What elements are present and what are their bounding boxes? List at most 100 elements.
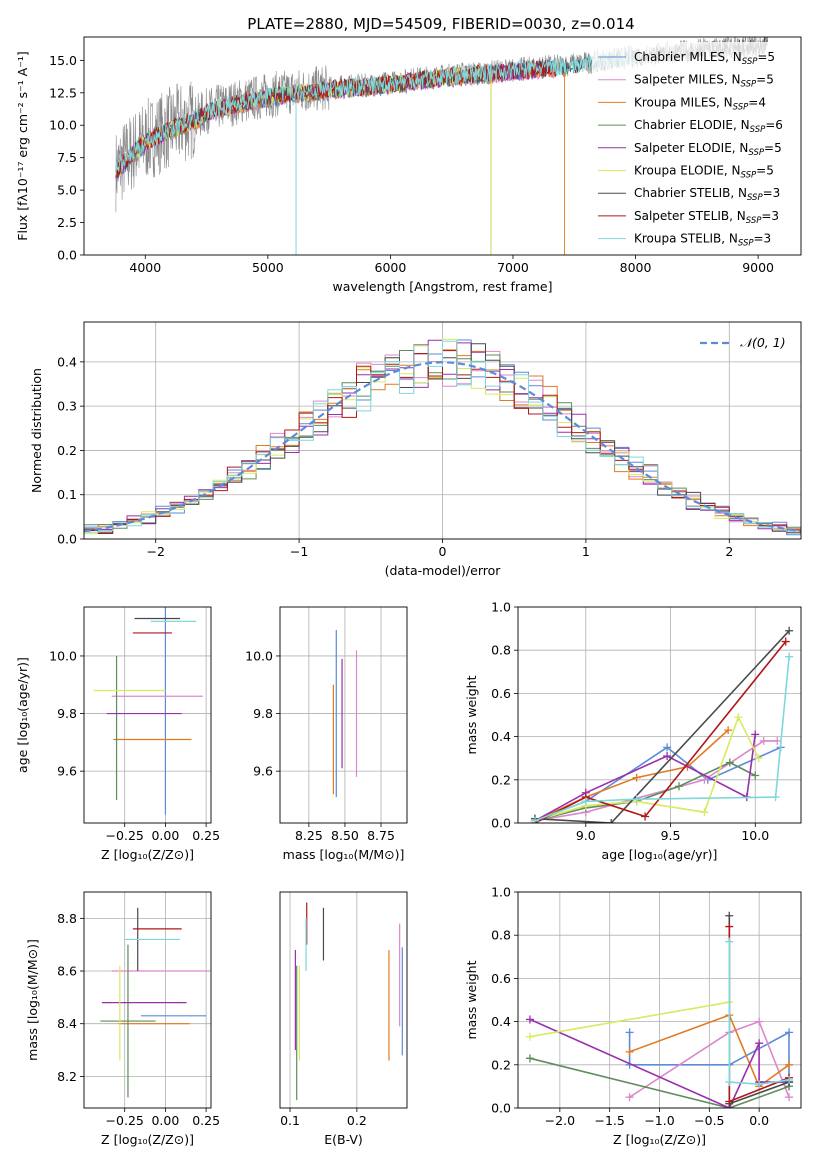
- x-tick-label: −1.5: [594, 1113, 624, 1128]
- x-tick-label: 0.1: [280, 1113, 300, 1128]
- marks: [294, 902, 403, 1101]
- legend-label-main: Salpeter ELODIE, N: [634, 141, 748, 155]
- legend-label-sub: SSP: [747, 193, 763, 203]
- x-tick-label: 9.0: [576, 828, 596, 843]
- legend-label: Kroupa STELIB, NSSP=3: [634, 232, 771, 249]
- weight-point-marker: [755, 1039, 764, 1048]
- axes-frame: [279, 606, 408, 824]
- axes: −2 −1 0 1 2 0.0 0.1 0.2 0.3 0.4 (data-model)/error…: [29, 321, 802, 578]
- x-tick-label: −0.5: [694, 1113, 724, 1128]
- x-tick-label: 0.0: [749, 1113, 769, 1128]
- legend-label-tail: =5: [756, 164, 774, 178]
- weight-line: [534, 715, 760, 822]
- weight-point-marker: [751, 730, 760, 739]
- normal-curve: [84, 361, 801, 533]
- weight-point-marker: [773, 736, 782, 745]
- weight-point-marker: [607, 819, 616, 823]
- legend-label-tail: =3: [754, 232, 772, 246]
- legend-label-main: Salpeter STELIB, N: [634, 209, 746, 223]
- axes-frame: [83, 321, 802, 540]
- panel-weight-vs-Z: −2.0 −1.5 −1.0 −0.5 0.0 0.0 0.2 0.4 0.6 0.8 1.0 Z […: [464, 885, 802, 1147]
- weight-point-marker: [625, 1028, 634, 1037]
- legend-label-sub: SSP: [742, 57, 758, 67]
- y-tick-label: 0.4: [491, 1014, 511, 1029]
- y-tick-label: 0.3: [57, 399, 77, 414]
- weight-point-marker: [700, 775, 709, 784]
- marks: [525, 911, 794, 1108]
- axes: 4000 5000 6000 7000 8000 9000 0.0 2.5 5.0 7.5 10.0…: [15, 36, 802, 294]
- axes: −2.0 −1.5 −1.0 −0.5 0.0 0.0 0.2 0.4 0.6 0.8 1.0 Z […: [464, 885, 802, 1147]
- x-axis-label: (data-model)/error: [385, 563, 502, 578]
- y-tick-label: 0.2: [491, 1057, 511, 1072]
- weight-point-marker: [632, 773, 641, 782]
- y-tick-label: 8.4: [57, 1016, 77, 1031]
- weight-line: [534, 761, 756, 822]
- axes: 8.25 8.50 8.75 9.6 9.8 10.0 mass [log₁₀(M/M⊙)]: [245, 606, 408, 862]
- panel-weight-vs-age: 9.0 9.5 10.0 0.0 0.2 0.4 0.6 0.8 1.0 age [log₁₀(a…: [464, 600, 802, 862]
- y-tick-label: 0.0: [57, 248, 77, 263]
- weight-line: [629, 1020, 790, 1098]
- legend-label-sub: SSP: [741, 80, 757, 90]
- legend-label: Chabrier STELIB, NSSP=3: [634, 186, 780, 203]
- weight-point-marker: [725, 911, 734, 920]
- x-axis-label: Z [log₁₀(Z/Z⊙)]: [101, 847, 194, 862]
- weight-line: [529, 1057, 790, 1108]
- y-tick-label: 0.0: [491, 1101, 511, 1116]
- legend-label: Chabrier MILES, NSSP=5: [634, 50, 775, 67]
- legend-label-main: Kroupa STELIB, N: [634, 232, 738, 246]
- x-axis-label: Z [log₁₀(Z/Z⊙)]: [101, 1132, 194, 1147]
- y-tick-label: 10.0: [49, 648, 77, 663]
- legend-label-main: Chabrier MILES, N: [634, 50, 742, 64]
- weight-point-marker: [725, 922, 734, 931]
- weight-point-marker: [755, 1017, 764, 1026]
- legend-label-sub: SSP: [746, 216, 762, 226]
- panel-mass-vs-EBV: 0.1 0.2 E(B-V): [279, 891, 408, 1147]
- weight-point-marker: [785, 1075, 794, 1084]
- y-tick-label: 7.5: [57, 150, 77, 165]
- weight-point-marker: [754, 754, 763, 763]
- axes-frame: [517, 891, 802, 1109]
- weight-point-marker: [525, 1054, 534, 1063]
- weight-line: [728, 941, 790, 1086]
- legend-label-main: Chabrier ELODIE, N: [634, 118, 750, 132]
- panel-age-vs-Z: −0.25 0.00 0.25 9.6 9.8 10.0 Z [log₁₀(Z/Z⊙)] ag…: [15, 606, 220, 862]
- weight-point-marker: [530, 816, 539, 823]
- axes-frame: [517, 606, 802, 824]
- weight-point-marker: [725, 937, 734, 946]
- weight-point-marker: [641, 812, 650, 821]
- y-tick-label: 5.0: [57, 183, 77, 198]
- x-tick-label: 4000: [129, 260, 161, 275]
- y-tick-label: 9.8: [253, 706, 273, 721]
- x-tick-label: 1: [582, 544, 590, 559]
- weight-point-marker: [785, 1060, 794, 1069]
- weight-point-marker: [700, 808, 709, 817]
- weight-point-marker: [674, 782, 683, 791]
- axes-frame: [83, 36, 802, 256]
- weight-point-marker: [759, 736, 768, 745]
- x-tick-label: 2: [725, 544, 733, 559]
- weight-point-marker: [663, 743, 672, 752]
- legend-label-tail: =5: [764, 141, 782, 155]
- weight-point-marker: [781, 637, 790, 646]
- weight-point-marker: [725, 1097, 734, 1106]
- x-tick-label: 0: [439, 544, 447, 559]
- marks: [530, 626, 794, 823]
- histogram-step: [84, 340, 801, 533]
- grid: [84, 892, 211, 1108]
- y-tick-label: 2.5: [57, 215, 77, 230]
- legend-label-tail: =5: [757, 50, 775, 64]
- y-axis-label: Flux [fλ10⁻¹⁷ erg cm⁻² s⁻¹ A⁻¹]: [15, 51, 30, 240]
- legend-label-sub: SSP: [748, 148, 764, 158]
- weight-point-marker: [771, 793, 780, 802]
- weight-point-marker: [785, 1028, 794, 1037]
- grid: [289, 892, 358, 1108]
- x-tick-label: 0.25: [192, 1113, 220, 1128]
- marks: [332, 630, 358, 798]
- legend-label-tail: =3: [761, 209, 779, 223]
- y-tick-label: 10.0: [49, 118, 77, 133]
- y-tick-label: 0.8: [491, 928, 511, 943]
- y-tick-label: 0.2: [491, 772, 511, 787]
- axes: −0.25 0.00 0.25 9.6 9.8 10.0 Z [log₁₀(Z/Z⊙)] ag…: [15, 606, 220, 862]
- legend-label-tail: =4: [748, 95, 766, 109]
